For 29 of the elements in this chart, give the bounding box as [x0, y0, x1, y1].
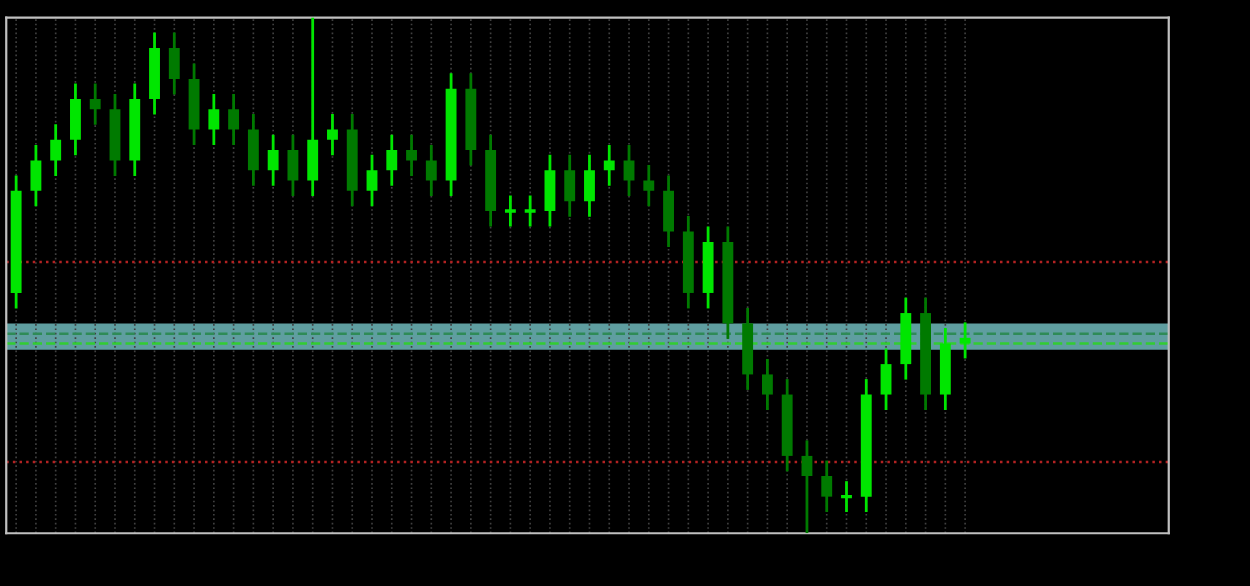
candlestick — [584, 153, 595, 219]
candlestick — [663, 173, 674, 249]
candlestick — [623, 143, 635, 198]
candlestick — [208, 92, 220, 147]
candlestick — [544, 153, 556, 228]
candlestick — [30, 143, 42, 208]
candlestick — [70, 82, 81, 157]
candlestick — [366, 153, 378, 208]
candlestick — [603, 143, 615, 188]
candlestick — [406, 133, 417, 178]
candlestick — [89, 82, 101, 127]
candlestick — [821, 459, 833, 514]
candlestick — [801, 439, 813, 534]
candlestick — [761, 357, 773, 412]
candlestick — [50, 122, 62, 178]
candlestick — [503, 194, 518, 228]
candlestick — [287, 133, 299, 198]
candlestick — [168, 31, 180, 96]
candlestick — [564, 153, 576, 219]
candlestick — [839, 479, 854, 514]
candlestick — [267, 133, 279, 188]
candlestick — [643, 163, 655, 208]
candlestick — [880, 347, 892, 412]
candlestick — [327, 112, 338, 157]
candlestick — [425, 143, 437, 198]
candlestick — [386, 133, 398, 188]
candlestick — [228, 92, 240, 147]
candlestick — [247, 112, 259, 188]
candlestick — [523, 194, 538, 228]
